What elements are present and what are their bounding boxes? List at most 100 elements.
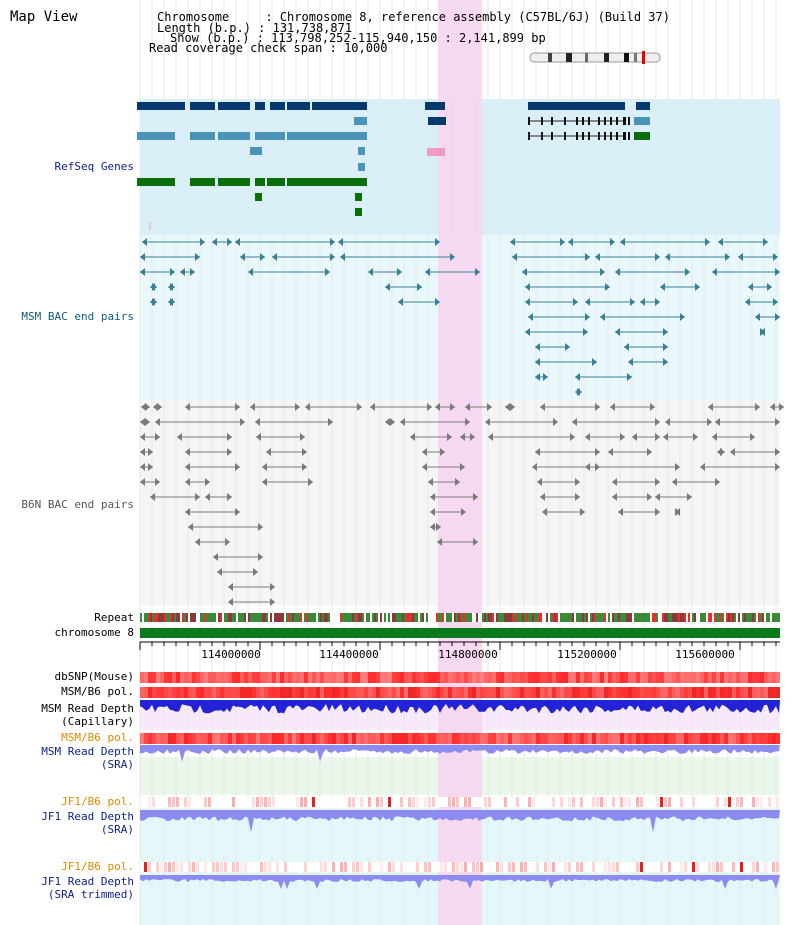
repeat-mark [464,613,466,622]
gene-exon [541,132,543,140]
polymorphism-cell [612,862,615,872]
repeat-mark [442,613,444,622]
repeat-mark [560,613,562,622]
polymorphism-cell [452,797,455,807]
polymorphism-cell [232,687,236,698]
polymorphism-cell [752,733,756,744]
track-label-msm-bac[interactable]: MSM BAC end pairs [21,310,134,323]
repeat-mark [502,613,504,622]
polymorphism-cell [144,672,148,683]
track-label-msm-depth-capillary[interactable]: MSM Read Depth (Capillary) [41,702,134,728]
polymorphism-cell [588,687,592,698]
repeat-mark [332,613,334,622]
repeat-mark [204,613,206,622]
polymorphism-cell [264,733,268,744]
bac-end-marker [473,538,478,546]
bac-end-marker [720,448,725,456]
polymorphism-cell [240,733,244,744]
polymorphism-cell [384,687,388,698]
polymorphism-cell [520,687,524,698]
polymorphism-cell [668,733,672,744]
repeat-mark [154,613,156,622]
track-label-refseq-genes[interactable]: RefSeq Genes [54,160,134,173]
track-label-jf1-depth-trimmed[interactable]: JF1 Read Depth (SRA trimmed) [41,875,134,901]
polymorphism-cell [184,672,188,683]
bac-end-marker [650,403,655,411]
polymorphism-cell [676,672,680,683]
repeat-mark [364,613,366,622]
polymorphism-cell [444,672,448,683]
bac-end-marker [718,238,723,246]
polymorphism-cell [712,862,715,872]
polymorphism-cell [376,733,380,744]
bac-end-marker [665,418,670,426]
polymorphism-cell [184,797,187,807]
track-label-chromosome[interactable]: chromosome 8 [54,626,134,639]
track-label-jf1-pol-1[interactable]: JF1/B6 pol. [61,795,134,808]
polymorphism-cell [348,687,352,698]
bac-end-marker [266,448,271,456]
polymorphism-cell [192,687,196,698]
gene-exon [604,132,606,140]
polymorphism-cell [312,797,315,807]
track-label-b6n-bac[interactable]: B6N BAC end pairs [21,498,134,511]
gene-exon [576,117,578,125]
bac-end-marker [155,478,160,486]
polymorphism-cell [468,687,472,698]
ideogram-position-marker [642,51,645,64]
track-label-jf1-depth-sra[interactable]: JF1 Read Depth (SRA) [41,810,134,836]
polymorphism-cell [432,733,436,744]
polymorphism-cell [752,672,756,683]
polymorphism-cell [700,733,704,744]
polymorphism-cell [552,862,555,872]
polymorphism-cell [456,862,459,872]
gene-exon [255,193,262,201]
show-range-info: Show (b.p.) : 113,798,252-115,940,150 : … [170,31,546,45]
track-label-dbsnp[interactable]: dbSNP(Mouse) [54,670,134,683]
repeat-mark [372,613,374,622]
bac-end-marker [628,358,633,366]
bac-end-marker [228,583,233,591]
track-label-jf1-pol-2[interactable]: JF1/B6 pol. [61,860,134,873]
polymorphism-cell [456,733,460,744]
bac-end-marker [262,478,267,486]
polymorphism-cell [696,862,699,872]
repeat-mark [494,613,496,622]
repeat-mark [648,613,650,622]
polymorphism-cell [548,687,552,698]
polymorphism-cell [328,687,332,698]
track-label-repeat[interactable]: Repeat [94,611,134,624]
polymorphism-cell [572,733,576,744]
polymorphism-cell [484,733,488,744]
polymorphism-cell [680,672,684,683]
polymorphism-cell [324,862,327,872]
repeat-mark [286,613,288,622]
repeat-mark [414,613,416,622]
repeat-mark [476,613,478,622]
bac-end-marker [440,448,445,456]
polymorphism-cell [388,862,391,872]
repeat-mark [570,613,572,622]
polymorphism-cell [176,862,179,872]
repeat-mark [678,613,680,622]
bac-end-marker [620,238,625,246]
polymorphism-cell [312,672,316,683]
polymorphism-cell [416,687,420,698]
bac-end-marker [672,478,677,486]
bac-end-marker [260,253,265,261]
repeat-mark [542,613,544,622]
bac-end-marker [195,493,200,501]
polymorphism-cell [776,797,779,807]
polymorphism-cell [448,733,452,744]
repeat-mark [474,613,476,622]
track-label-msm-depth-sra[interactable]: MSM Read Depth (SRA) [41,745,134,771]
repeat-mark [468,613,470,622]
bac-end-marker [422,463,427,471]
repeat-mark [696,613,698,622]
repeat-mark [330,613,332,622]
gene-exon [218,178,250,186]
track-label-msm-pol-2[interactable]: MSM/B6 pol. [61,731,134,744]
bac-end-marker [525,283,530,291]
track-label-msm-pol-1[interactable]: MSM/B6 pol. [61,685,134,698]
gene-exon [355,208,362,216]
